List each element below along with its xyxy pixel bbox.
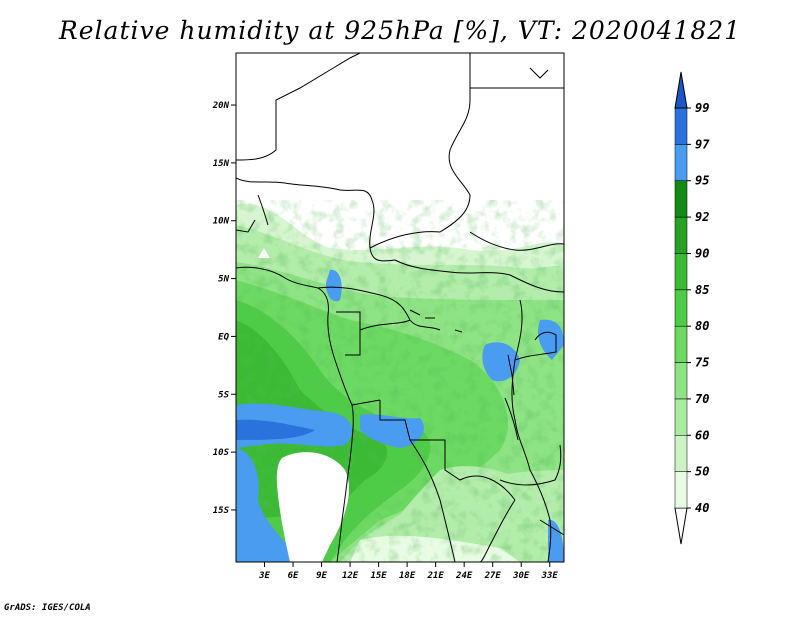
colorbar-box xyxy=(674,253,688,291)
colorbar-box xyxy=(674,289,688,327)
colorbar-box xyxy=(674,435,688,472)
colorbar-label: 60 xyxy=(695,428,709,442)
lon-tick-label: 21E xyxy=(427,571,445,581)
humidity-field xyxy=(236,53,564,562)
lat-tick-label: 10S xyxy=(213,448,230,458)
lon-tick-label: 15E xyxy=(370,571,387,581)
colorbar-low-triangle xyxy=(674,507,688,545)
lat-tick-label: EQ xyxy=(218,332,229,342)
lon-tick-label: 9E xyxy=(316,571,327,581)
lat-tick-label: 15N xyxy=(213,159,230,169)
colorbar-high-triangle xyxy=(674,71,688,109)
colorbar-box xyxy=(674,398,688,436)
lat-tick-label: 10N xyxy=(213,217,230,227)
lon-tick-label: 24E xyxy=(455,571,473,581)
lon-tick-label: 27E xyxy=(484,571,502,581)
colorbar-box xyxy=(674,362,688,400)
colorbar-label: 40 xyxy=(695,501,709,515)
colorbar: 40 50 60 70 75 80 85 90 92 95 97 99 xyxy=(674,71,710,545)
colorbar-label: 75 xyxy=(695,356,709,370)
colorbar-label: 92 xyxy=(695,210,709,224)
lat-tick-label: 5S xyxy=(218,390,229,400)
colorbar-label: 95 xyxy=(695,174,709,188)
lat-tick-label: 20N xyxy=(212,101,230,111)
grads-credit: GrADS: IGES/COLA xyxy=(4,603,91,613)
colorbar-label: 99 xyxy=(695,101,709,115)
lon-tick-label: 3E xyxy=(258,571,270,581)
colorbar-box xyxy=(674,216,688,254)
colorbar-box xyxy=(674,325,688,363)
lon-tick-label: 12E xyxy=(342,571,359,581)
lat-tick-label: 15S xyxy=(213,506,230,516)
lon-tick-label: 6E xyxy=(288,571,299,581)
lon-tick-label: 18E xyxy=(399,571,416,581)
longitude-axis: 3E 6E 9E 12E 15E 18E 21E 24E 27E 30E 33E xyxy=(258,562,558,581)
map-borders xyxy=(236,53,564,562)
colorbar-box xyxy=(674,107,688,145)
latitude-axis: 20N 15N 10N 5N EQ 5S 10S 15S xyxy=(212,101,236,516)
colorbar-box xyxy=(674,471,688,509)
lat-tick-label: 5N xyxy=(218,275,229,285)
map-frame xyxy=(235,52,565,563)
colorbar-label: 85 xyxy=(695,283,709,297)
colorbar-label: 90 xyxy=(695,246,709,260)
lon-tick-label: 30E xyxy=(512,571,530,581)
map-title: Relative humidity at 925hPa [%], VT: 202… xyxy=(58,16,742,45)
colorbar-box xyxy=(674,144,688,181)
colorbar-label: 70 xyxy=(695,392,709,406)
lon-tick-label: 33E xyxy=(541,571,559,581)
colorbar-label: 97 xyxy=(695,137,710,151)
colorbar-label: 80 xyxy=(695,319,709,333)
colorbar-box xyxy=(674,180,688,218)
colorbar-label: 50 xyxy=(695,465,709,479)
